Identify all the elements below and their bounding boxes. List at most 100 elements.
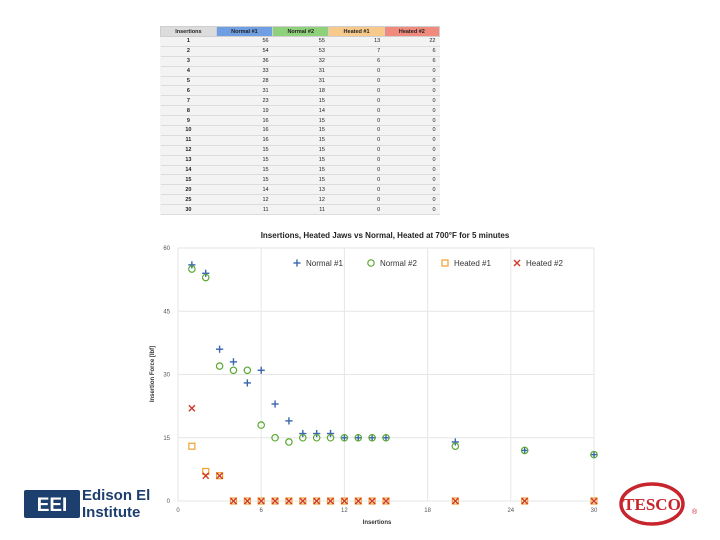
table-header-row: Insertions Normal #1 Normal #2 Heated #1 Hea… bbox=[160, 26, 441, 37]
point-normal-1 bbox=[202, 269, 210, 277]
table-cell: 6 bbox=[160, 85, 217, 97]
point-heated-2-b bbox=[202, 472, 210, 480]
table-cell: 31 bbox=[272, 76, 329, 87]
point-normal-1 bbox=[521, 446, 529, 454]
point-heated-2 bbox=[257, 497, 265, 505]
table-cell: 0 bbox=[384, 85, 440, 97]
table-cell: 56 bbox=[216, 36, 273, 47]
table-cell: 11 bbox=[216, 204, 273, 216]
x-axis-label: Insertions bbox=[363, 520, 392, 526]
table-cell: 16 bbox=[216, 125, 273, 136]
eei-mark-text: EEI bbox=[37, 495, 68, 516]
point-heated-1 bbox=[326, 497, 335, 505]
point-heated-1 bbox=[368, 497, 376, 505]
point-heated-2-b bbox=[313, 497, 321, 505]
x-tick-label: 6 bbox=[260, 508, 264, 514]
table-cell: 15 bbox=[160, 174, 217, 186]
point-heated-1 bbox=[451, 497, 459, 505]
point-heated-1 bbox=[188, 442, 196, 450]
point-normal-1 bbox=[229, 358, 238, 366]
table-cell: 7 bbox=[328, 46, 385, 57]
point-heated-2-b bbox=[327, 497, 335, 505]
table-row: 10 16 15 0 0 bbox=[160, 125, 440, 136]
table-row: 4 33 31 0 0 bbox=[160, 66, 440, 77]
table-cell: 0 bbox=[328, 95, 385, 107]
point-heated-1 bbox=[521, 497, 529, 505]
table-cell: 0 bbox=[328, 135, 385, 146]
table-cell: 0 bbox=[384, 204, 440, 216]
table-cell: 16 bbox=[216, 135, 273, 146]
table-cell: 14 bbox=[216, 184, 273, 196]
point-normal-1 bbox=[285, 417, 293, 425]
point-normal-2 bbox=[298, 433, 307, 442]
point-heated-1 bbox=[202, 467, 210, 476]
legend-marker-heated-1 bbox=[441, 259, 449, 267]
table-cell: 0 bbox=[384, 115, 440, 127]
table-cell: 7 bbox=[160, 95, 217, 107]
table-cell: 0 bbox=[384, 145, 440, 156]
table-cell: 1 bbox=[160, 36, 217, 47]
table-cell: 3 bbox=[160, 56, 217, 67]
point-heated-1 bbox=[354, 497, 362, 505]
point-heated-2 bbox=[340, 497, 348, 505]
point-heated-1 bbox=[243, 497, 251, 505]
table-body: 1 56 55 13 22 2 54 53 7 6 3 36 32 6 6 4 33 31 0 0 5 28 31 0 0 6 31… bbox=[160, 36, 440, 216]
table-cell: 0 bbox=[328, 105, 385, 117]
table-cell: 12 bbox=[216, 194, 273, 206]
point-heated-2 bbox=[216, 472, 224, 480]
point-normal-1 bbox=[451, 438, 459, 446]
eei-mark-icon: EEI bbox=[24, 490, 80, 518]
table-cell: 15 bbox=[272, 155, 329, 166]
table-cell: 36 bbox=[216, 56, 273, 67]
point-normal-1 bbox=[340, 434, 348, 442]
point-heated-2-b bbox=[257, 497, 265, 505]
point-normal-2 bbox=[590, 450, 598, 459]
table-cell: 22 bbox=[384, 36, 440, 47]
table-cell: 15 bbox=[272, 115, 329, 127]
table-cell: 15 bbox=[272, 95, 329, 107]
point-heated-2 bbox=[590, 497, 598, 505]
eei-logo-line2: Institute bbox=[82, 504, 141, 521]
table-cell: 19 bbox=[216, 105, 273, 117]
point-normal-2 bbox=[188, 265, 196, 273]
table-cell: 32 bbox=[272, 56, 329, 67]
point-heated-2-b bbox=[299, 497, 307, 505]
point-heated-1 bbox=[340, 497, 348, 505]
table-row: 11 16 15 0 0 bbox=[160, 135, 440, 146]
table-cell: 30 bbox=[160, 204, 217, 216]
table-row: 25 12 12 0 0 bbox=[160, 194, 440, 206]
table-cell: 31 bbox=[216, 85, 273, 97]
point-heated-1 bbox=[299, 497, 307, 505]
table-cell: 16 bbox=[216, 115, 273, 127]
y-tick-label: 45 bbox=[163, 309, 170, 315]
point-normal-1 bbox=[368, 434, 376, 442]
x-tick-label: 24 bbox=[507, 508, 514, 514]
point-heated-2 bbox=[382, 497, 390, 505]
table-cell: 0 bbox=[384, 165, 440, 176]
point-normal-1 bbox=[188, 261, 196, 269]
point-normal-1 bbox=[216, 345, 224, 353]
legend-marker-heated-2 bbox=[513, 259, 521, 267]
point-heated-2 bbox=[188, 404, 196, 412]
x-tick-label: 12 bbox=[341, 508, 348, 514]
table-row: 6 31 18 0 0 bbox=[160, 85, 440, 97]
table-cell: 0 bbox=[328, 76, 385, 87]
point-normal-1 bbox=[313, 429, 321, 438]
table-row: 7 23 15 0 0 bbox=[160, 95, 440, 107]
table-cell: 12 bbox=[272, 194, 329, 206]
point-normal-1 bbox=[354, 434, 362, 442]
point-normal-2 bbox=[368, 433, 376, 442]
axis-ticks: 0 6 12 18 24 30 0 15 30 45 60 bbox=[163, 246, 598, 514]
point-heated-1 bbox=[257, 497, 265, 505]
point-heated-2-b bbox=[451, 497, 459, 505]
point-normal-2 bbox=[382, 433, 390, 442]
legend-marker-normal-2 bbox=[367, 259, 375, 267]
table-cell: 0 bbox=[384, 135, 440, 146]
legend-label-normal-2: Normal #2 bbox=[380, 259, 417, 268]
table-cell: 0 bbox=[384, 174, 440, 186]
point-normal-1 bbox=[257, 366, 265, 374]
table-cell: 0 bbox=[328, 155, 385, 166]
table-header-cell: Normal #2 bbox=[272, 26, 330, 37]
eei-logo-line1: Edison El bbox=[82, 487, 151, 504]
point-heated-1 bbox=[271, 497, 279, 505]
